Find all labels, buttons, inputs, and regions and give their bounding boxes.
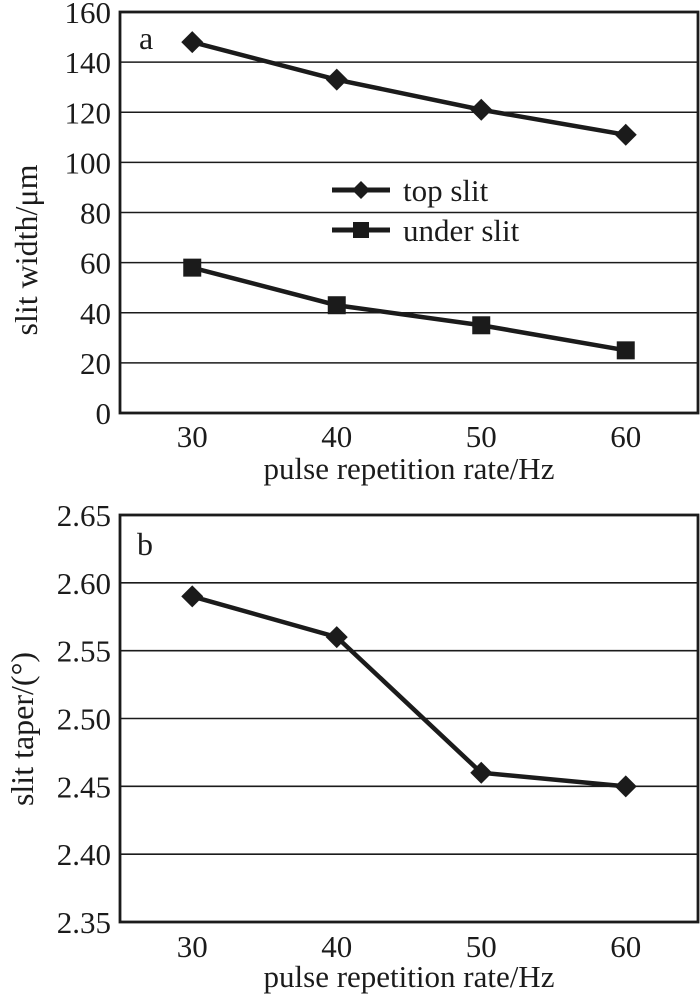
y-tick-label: 160 xyxy=(65,0,112,30)
data-point-diamond xyxy=(325,68,348,91)
legend-item-under-slit: under slit xyxy=(332,210,519,250)
legend-item-top-slit: top slit xyxy=(332,170,519,210)
data-point-diamond xyxy=(614,123,637,146)
x-tick-label: 60 xyxy=(610,929,641,964)
y-tick-label: 2.65 xyxy=(57,502,111,533)
diamond-marker-icon xyxy=(332,181,390,199)
series-line-0 xyxy=(191,39,627,138)
y-tick-label: 40 xyxy=(80,296,111,331)
x-tick-label: 30 xyxy=(177,419,208,454)
data-point-square xyxy=(327,296,346,315)
x-axis-title-b: pulse repetition rate/Hz xyxy=(263,959,555,994)
legend-label-under-slit: under slit xyxy=(403,212,520,248)
data-point-square xyxy=(183,258,202,277)
x-tick-label: 50 xyxy=(466,419,497,454)
data-point-diamond xyxy=(614,775,637,798)
square-marker-icon xyxy=(332,222,390,238)
panel-label-b: b xyxy=(137,526,153,562)
x-tick-label: 50 xyxy=(466,929,497,964)
y-tick-label: 0 xyxy=(96,396,112,431)
y-tick-label: 2.60 xyxy=(57,566,111,601)
y-tick-label: 140 xyxy=(65,45,112,80)
data-point-diamond xyxy=(181,31,204,54)
legend: top slit under slit xyxy=(332,170,519,250)
y-tick-label: 2.35 xyxy=(57,905,111,940)
plot-border xyxy=(118,513,700,924)
x-tick-label: 40 xyxy=(321,419,352,454)
panel-label-a: a xyxy=(139,20,154,56)
series-line-1 xyxy=(191,265,627,353)
y-tick-label: 2.40 xyxy=(57,837,111,872)
x-tick-label: 40 xyxy=(321,929,352,964)
data-point-diamond xyxy=(325,626,348,649)
plot-area-b: 2.35 2.40 2.45 2.50 2.55 2.60 2.65 30 40 50 60 xyxy=(57,502,700,964)
legend-label-top-slit: top slit xyxy=(403,172,489,208)
y-tick-label: 120 xyxy=(65,95,112,130)
y-tick-label: 20 xyxy=(80,346,111,381)
plot-border xyxy=(118,10,700,415)
data-point-square xyxy=(616,341,635,360)
y-tick-label: 100 xyxy=(65,145,112,180)
y-tick-label: 60 xyxy=(80,246,111,281)
data-point-diamond xyxy=(470,98,493,121)
x-axis-title-a: pulse repetition rate/Hz xyxy=(263,451,555,486)
data-point-square xyxy=(472,316,491,335)
x-tick-label: 60 xyxy=(610,419,641,454)
y-tick-label: 80 xyxy=(80,196,111,231)
y-tick-label: 2.45 xyxy=(57,769,111,804)
y-tick-label: 2.55 xyxy=(57,634,111,669)
chart-panel-a: slit width/μm 0 20 40 60 80 100 120 140 160 30 40 5… xyxy=(8,0,700,486)
plot-area-a: 0 20 40 60 80 100 120 140 160 30 40 50 60 xyxy=(65,0,700,454)
x-tick-label: 30 xyxy=(177,929,208,964)
data-point-diamond xyxy=(470,761,493,784)
y-tick-label: 2.50 xyxy=(57,702,111,737)
series-line-0 xyxy=(191,594,626,789)
chart-panel-b: slit taper/(°) 2.35 2.40 2.45 2.50 2.55 2.60 2… xyxy=(0,502,700,1002)
data-point-diamond xyxy=(181,585,204,608)
